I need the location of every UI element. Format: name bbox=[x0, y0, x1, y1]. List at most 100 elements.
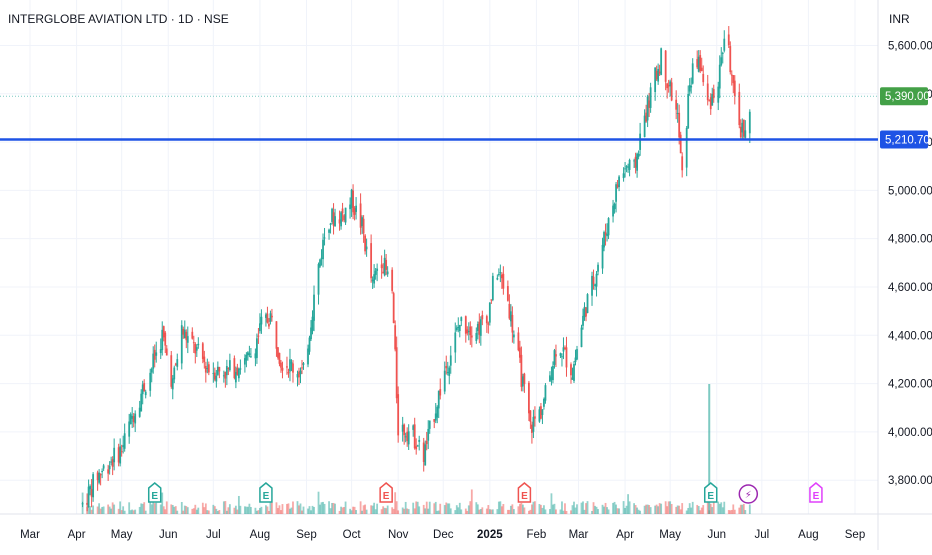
candle-body bbox=[690, 85, 693, 88]
candle-body bbox=[624, 168, 626, 170]
x-tick-label: Apr bbox=[616, 529, 634, 541]
candle-body bbox=[648, 100, 651, 108]
volume-bar bbox=[344, 501, 347, 514]
volume-bar bbox=[243, 506, 246, 514]
x-tick-label: Oct bbox=[343, 529, 362, 541]
candle-body bbox=[553, 350, 556, 365]
horizontal-line-tag: 5,210.70 bbox=[885, 134, 930, 146]
volume-bar bbox=[192, 508, 195, 514]
volume-bar bbox=[561, 501, 563, 514]
candle-body bbox=[534, 416, 536, 419]
candle-body bbox=[131, 416, 134, 419]
candle-body bbox=[143, 383, 146, 392]
candle-body bbox=[543, 398, 545, 407]
volume-bar bbox=[712, 502, 715, 514]
candle-body bbox=[320, 257, 323, 259]
candle-body bbox=[675, 99, 678, 110]
candle-body bbox=[499, 272, 502, 274]
volume-bar bbox=[395, 501, 398, 514]
candle-body bbox=[141, 384, 144, 395]
volume-bar bbox=[108, 506, 111, 514]
candle-body bbox=[412, 425, 415, 430]
volume-bar bbox=[437, 510, 440, 514]
candle-body bbox=[418, 439, 421, 442]
volume-bar bbox=[738, 507, 741, 514]
volume-bar bbox=[681, 503, 684, 514]
candle-body bbox=[397, 394, 400, 436]
volume-bar bbox=[394, 492, 397, 514]
volume-bar bbox=[646, 504, 649, 514]
volume-bar bbox=[334, 503, 336, 514]
candle-body bbox=[87, 486, 90, 507]
candle-body bbox=[538, 409, 541, 422]
candle-body bbox=[254, 353, 257, 359]
volume-bar bbox=[690, 507, 693, 514]
volume-bar bbox=[391, 507, 394, 514]
volume-bar bbox=[350, 510, 353, 514]
volume-bar bbox=[733, 509, 736, 514]
candle-body bbox=[204, 365, 207, 373]
x-tick-label: Mar bbox=[569, 529, 589, 541]
candle-body bbox=[720, 57, 723, 66]
last-price-tag-bg bbox=[880, 87, 928, 106]
candle-body bbox=[213, 372, 216, 380]
x-tick-label: Jul bbox=[754, 529, 769, 541]
volume-bar bbox=[143, 502, 146, 514]
candle-body bbox=[344, 207, 347, 223]
candle-body bbox=[699, 55, 702, 71]
volume-bar bbox=[446, 503, 449, 514]
y-tick-label: 3,800.00 bbox=[888, 475, 932, 487]
volume-bar bbox=[280, 510, 282, 514]
volume-bar bbox=[343, 507, 345, 514]
candle-body bbox=[639, 133, 642, 150]
candle-body bbox=[681, 156, 684, 171]
candle-body bbox=[658, 71, 661, 74]
candle-body bbox=[370, 243, 373, 279]
y-tick-label: 4,800.00 bbox=[888, 234, 932, 246]
candle-body bbox=[633, 160, 635, 162]
volume-bar bbox=[222, 501, 225, 514]
volume-bar bbox=[218, 510, 221, 514]
volume-bar bbox=[709, 503, 712, 514]
candle-body bbox=[636, 153, 639, 171]
candle-body bbox=[265, 314, 267, 318]
x-tick-label: Mar bbox=[20, 529, 40, 541]
candle-body bbox=[86, 502, 89, 505]
candle-body bbox=[140, 393, 143, 412]
volume-bar bbox=[365, 509, 368, 514]
volume-bar bbox=[382, 506, 385, 514]
candle-body bbox=[625, 166, 628, 168]
volume-bar bbox=[654, 505, 657, 514]
volume-bar bbox=[107, 504, 110, 514]
candle-body bbox=[376, 268, 379, 271]
volume-bar bbox=[259, 507, 261, 514]
volume-bar bbox=[586, 501, 589, 514]
candle-body bbox=[744, 130, 747, 138]
candle-body bbox=[730, 74, 733, 76]
candle-body bbox=[549, 375, 551, 382]
candle-body bbox=[102, 465, 105, 469]
candle-body bbox=[364, 235, 367, 252]
volume-bar bbox=[374, 509, 377, 514]
x-tick-label: Apr bbox=[68, 529, 86, 541]
dividend-marker bbox=[738, 484, 759, 504]
x-tick-label: Sep bbox=[845, 529, 865, 541]
volume-bar bbox=[349, 508, 351, 514]
volume-bar bbox=[301, 510, 303, 514]
volume-bar bbox=[260, 506, 263, 514]
candle-body bbox=[479, 319, 482, 336]
candle-body bbox=[123, 433, 126, 449]
volume-bar bbox=[250, 507, 252, 514]
candle-body bbox=[449, 355, 452, 366]
candle-body bbox=[676, 113, 679, 115]
volume-bar bbox=[141, 503, 144, 514]
candle-body bbox=[186, 336, 189, 343]
volume-bar bbox=[464, 508, 467, 514]
candle-body bbox=[323, 237, 326, 239]
candle-body bbox=[307, 348, 309, 365]
candle-body bbox=[700, 67, 703, 72]
candle-body bbox=[386, 271, 389, 275]
volume-bar bbox=[212, 504, 215, 514]
